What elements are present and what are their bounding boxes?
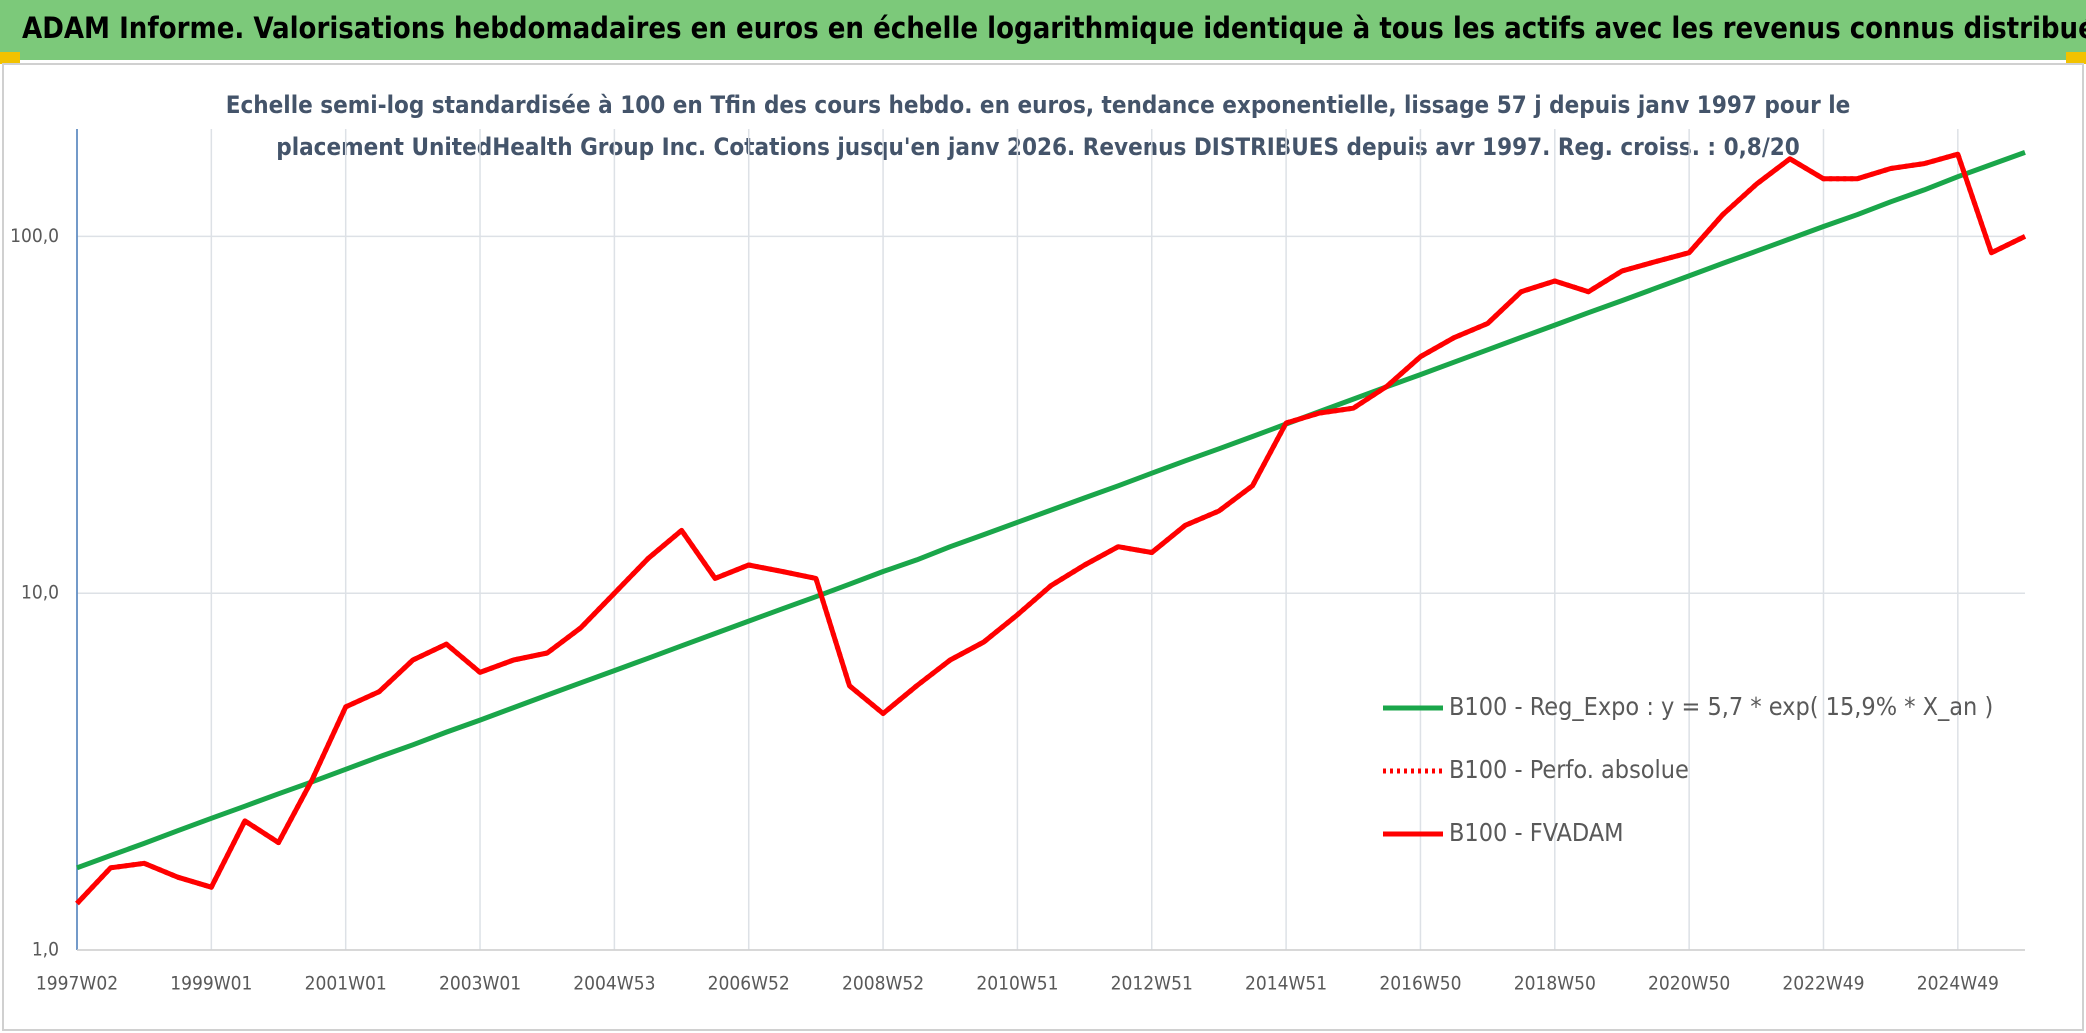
x-tick-label: 2006W52 xyxy=(708,973,790,995)
legend-label: B100 - FVADAM xyxy=(1449,818,1624,847)
x-tick-label: 2003W01 xyxy=(439,973,521,995)
y-tick-label: 100,0 xyxy=(10,225,59,247)
corner xyxy=(2066,52,2086,64)
x-tick-label: 1999W01 xyxy=(170,973,252,995)
x-tick-label: 2010W51 xyxy=(976,973,1058,995)
frame xyxy=(2,63,2084,1031)
x-tick-label: 2016W50 xyxy=(1379,973,1461,995)
x-tick-label: 2001W01 xyxy=(305,973,387,995)
x-tick-label: 2008W52 xyxy=(842,973,924,995)
corner xyxy=(0,52,20,64)
chart-title: ADAM Informe. Valorisations hebdomadaire… xyxy=(22,11,2086,45)
x-tick-label: 1997W02 xyxy=(36,973,118,995)
x-tick-label: 2018W50 xyxy=(1514,973,1596,995)
legend-label: B100 - Perfo. absolue xyxy=(1449,755,1689,784)
x-tick-label: 2012W51 xyxy=(1111,973,1193,995)
x-tick-label: 2024W49 xyxy=(1917,973,1999,995)
x-tick-label: 2022W49 xyxy=(1782,973,1864,995)
x-tick-label: 2004W53 xyxy=(573,973,655,995)
y-tick-label: 1,0 xyxy=(32,939,59,961)
series-line xyxy=(76,150,2026,871)
subtitle: placement UnitedHealth Group Inc. Cotati… xyxy=(276,133,1800,161)
header-bar xyxy=(0,0,2086,60)
x-tick-label: 2020W50 xyxy=(1648,973,1730,995)
subtitle: Echelle semi-log standardisée à 100 en T… xyxy=(226,91,1851,119)
y-tick-label: 10,0 xyxy=(21,582,59,604)
series-line xyxy=(75,151,2027,906)
x-tick-label: 2014W51 xyxy=(1245,973,1327,995)
legend-label: B100 - Reg_Expo : y = 5,7 * exp( 15,9% *… xyxy=(1449,692,1993,721)
